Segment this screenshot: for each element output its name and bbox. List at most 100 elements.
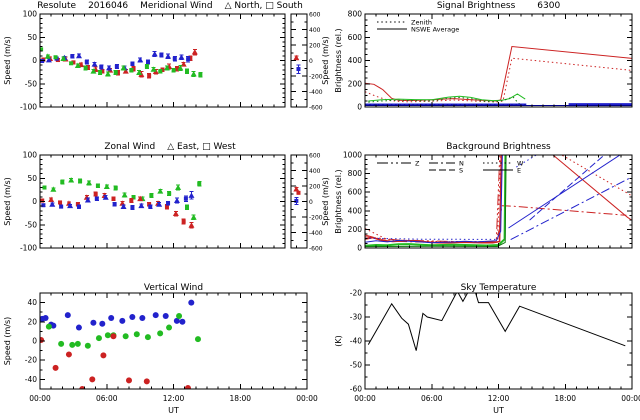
series-area-vertical-wind	[40, 299, 201, 389]
data-point-square	[40, 47, 44, 52]
series-meridional-blue	[40, 50, 191, 71]
data-line	[365, 45, 632, 102]
series-blue-asc	[508, 155, 621, 229]
data-point-dot	[184, 385, 191, 389]
data-point-triangle	[138, 202, 145, 209]
series-area-meridional-wind-offscale	[293, 54, 301, 74]
y-axis-tick-label: -40	[350, 337, 362, 346]
data-point-square	[129, 198, 134, 203]
data-point-dot	[157, 330, 164, 337]
data-point-dot	[162, 313, 169, 320]
y-axis-tick-label: 600	[309, 153, 321, 160]
series-vertical-green	[45, 313, 201, 349]
data-point-triangle	[163, 64, 170, 71]
data-point-square	[147, 73, 152, 78]
data-point-dot	[74, 340, 81, 347]
data-point-triangle	[175, 184, 182, 190]
data-point-dot	[176, 313, 183, 320]
data-point-square	[146, 59, 151, 64]
data-point-triangle	[84, 197, 91, 203]
series-blue-W-flat	[365, 237, 497, 240]
data-point-dot	[108, 314, 115, 321]
data-point-triangle	[165, 53, 172, 59]
data-point-triangle	[188, 222, 195, 228]
data-line	[365, 155, 503, 244]
data-line	[365, 205, 627, 244]
meridional-wind-title: Resolute 2016046 Meridional Wind △ North…	[24, 1, 316, 12]
y-axis-tick-label: -60	[350, 385, 362, 394]
data-point-triangle	[90, 68, 97, 74]
legend-label: E	[517, 167, 521, 175]
y-axis-tick-label: 400	[309, 27, 321, 34]
data-line	[510, 176, 632, 241]
data-point-dot	[84, 342, 91, 349]
series-red-W	[365, 155, 502, 243]
y-axis-tick-label: -50	[350, 361, 362, 370]
data-point-square	[113, 186, 118, 191]
data-point-triangle	[137, 57, 144, 63]
data-point-square	[160, 67, 165, 72]
panel-zonal-wind: 100 50 0 -50 -100 Speed (m/s)	[3, 151, 286, 253]
signal-brightness-title: Signal Brightness 6300	[365, 1, 632, 12]
data-point-square	[198, 72, 203, 77]
y-axis-title: Speed (m/s)	[3, 177, 12, 226]
y-axis-title: Speed (m/s)	[3, 36, 12, 85]
data-line	[516, 155, 538, 168]
x-axis-tick-label: 18:00	[229, 394, 251, 403]
series-offscale-blue-square	[296, 64, 301, 74]
data-point-square	[40, 198, 45, 203]
legend-background-brightness: Z NS WE	[377, 160, 524, 175]
data-point-dot	[65, 351, 72, 358]
y-axis-tick-label: 800	[348, 169, 363, 178]
y-axis-tick-label: 600	[309, 12, 321, 19]
x-axis-tick-label: 18:00	[554, 394, 576, 403]
y-axis-tick-label: -40	[25, 375, 37, 384]
data-point-square	[185, 205, 189, 210]
data-line	[365, 155, 503, 244]
data-point-triangle	[44, 53, 51, 59]
series-green-dark	[365, 155, 507, 248]
panel-vertical-wind: 00:00 06:00 12:00 18:00 00:00 UT 40 20 0 -20 -40 Sp…	[3, 292, 318, 415]
data-line	[365, 155, 507, 247]
data-point-dot	[110, 333, 117, 340]
site-label: Resolute	[37, 1, 77, 11]
data-point-triangle	[120, 203, 127, 210]
data-point-triangle	[293, 186, 300, 192]
y-axis-title: Speed (m/s)	[321, 177, 330, 226]
data-point-dot	[104, 332, 111, 339]
data-point-triangle	[86, 179, 92, 186]
legend-label: Z	[415, 160, 420, 168]
y-axis-tick-label: 400	[309, 168, 321, 175]
y-axis-tick-label: -600	[309, 246, 323, 253]
panel-title-text: Background Brightness	[446, 142, 551, 152]
panel-title-text: Sky Temperature	[460, 283, 537, 293]
data-point-dot	[133, 331, 140, 338]
panel-title-text: Zonal Wind	[104, 142, 156, 152]
series-offscale-red-triangle	[293, 186, 300, 192]
data-point-square	[85, 65, 90, 70]
y-axis-tick-label: 0	[32, 337, 37, 346]
data-point-dot	[144, 334, 151, 341]
data-point-triangle	[151, 50, 158, 57]
series-red-N	[365, 205, 627, 244]
data-line	[367, 293, 626, 351]
data-point-square	[159, 52, 164, 57]
series-green-average	[368, 93, 526, 102]
y-axis-title: Brightness (rel.)	[334, 169, 343, 233]
plot-frame	[364, 13, 633, 108]
data-point-square	[181, 219, 186, 224]
data-point-square	[130, 61, 135, 66]
data-point-dot	[58, 340, 65, 347]
data-point-triangle	[120, 64, 127, 71]
data-point-triangle	[121, 191, 128, 198]
y-axis-tick-label: 50	[27, 33, 37, 42]
data-point-dot	[45, 323, 52, 330]
data-point-dot	[42, 314, 49, 321]
series-blue-asc3	[529, 155, 606, 221]
series-area-background-brightness	[365, 155, 632, 248]
data-point-square	[131, 195, 136, 200]
data-point-triangle	[78, 61, 85, 68]
data-point-square	[149, 193, 154, 198]
data-point-square	[99, 65, 104, 70]
